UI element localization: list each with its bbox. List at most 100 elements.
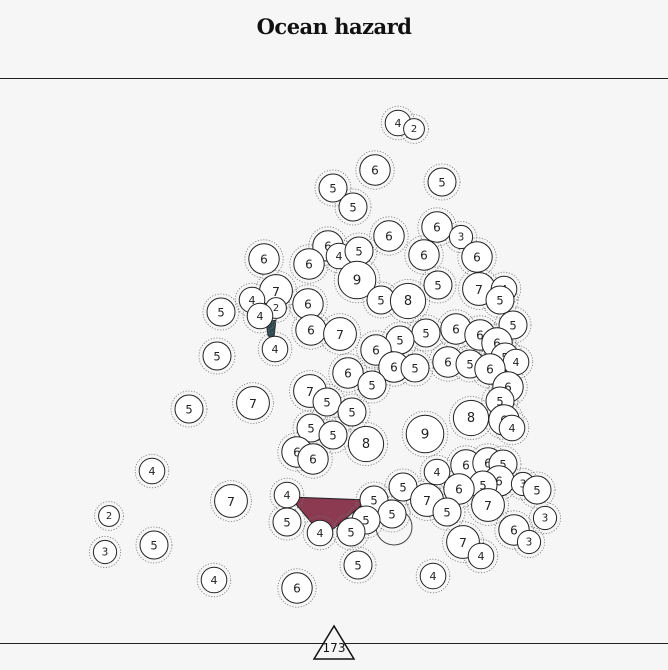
- bubble-circle[interactable]: [423, 458, 451, 486]
- bubble-node[interactable]: 5: [411, 318, 441, 348]
- bubble-circle[interactable]: [92, 539, 118, 565]
- bubble-circle[interactable]: [337, 260, 377, 300]
- bubble-node[interactable]: 5: [522, 475, 552, 505]
- bubble-node[interactable]: 5: [377, 499, 407, 529]
- bubble-node[interactable]: 5: [427, 167, 457, 197]
- bubble-node[interactable]: 7: [236, 386, 270, 420]
- bubble-circle[interactable]: [427, 167, 457, 197]
- bubble-circle[interactable]: [318, 420, 348, 450]
- bubble-circle[interactable]: [423, 270, 453, 300]
- bubble-node[interactable]: 4: [502, 348, 530, 376]
- bubble-circle[interactable]: [337, 397, 367, 427]
- bubble-node[interactable]: 5: [485, 285, 515, 315]
- bubble-circle[interactable]: [467, 542, 495, 570]
- bubble-node[interactable]: 5: [296, 413, 326, 443]
- bubble-node[interactable]: 6: [297, 443, 329, 475]
- page-marker[interactable]: 173: [312, 624, 356, 660]
- bubble-circle[interactable]: [306, 519, 334, 547]
- bubble-node[interactable]: 9: [337, 260, 377, 300]
- bubble-circle[interactable]: [373, 220, 405, 252]
- bubble-circle[interactable]: [400, 353, 430, 383]
- bubble-circle[interactable]: [98, 505, 120, 527]
- bubble-circle[interactable]: [332, 357, 364, 389]
- bubble-node[interactable]: 5: [174, 394, 204, 424]
- bubble-circle[interactable]: [200, 566, 228, 594]
- bubble-node[interactable]: 6: [373, 220, 405, 252]
- bubble-circle[interactable]: [312, 387, 342, 417]
- bubble-node[interactable]: 6: [292, 288, 324, 320]
- bubble-node[interactable]: 4: [419, 562, 447, 590]
- bubble-circle[interactable]: [532, 505, 558, 531]
- bubble-node[interactable]: 5: [400, 353, 430, 383]
- bubble-circle[interactable]: [318, 173, 348, 203]
- bubble-circle[interactable]: [246, 302, 274, 330]
- bubble-node[interactable]: 4: [273, 481, 301, 509]
- bubble-circle[interactable]: [214, 484, 248, 518]
- bubble-node[interactable]: 3: [92, 539, 118, 565]
- bubble-circle[interactable]: [432, 497, 462, 527]
- bubble-circle[interactable]: [485, 285, 515, 315]
- bubble-circle[interactable]: [471, 488, 505, 522]
- bubble-circle[interactable]: [338, 192, 368, 222]
- bubble-circle[interactable]: [419, 562, 447, 590]
- bubble-circle[interactable]: [357, 370, 387, 400]
- bubble-circle[interactable]: [448, 224, 474, 250]
- bubble-circle[interactable]: [359, 154, 391, 186]
- bubble-node[interactable]: 7: [323, 317, 357, 351]
- bubble-node[interactable]: 5: [336, 517, 366, 547]
- bubble-circle[interactable]: [405, 414, 445, 454]
- bubble-node[interactable]: 4: [306, 519, 334, 547]
- bubble-circle[interactable]: [236, 386, 270, 420]
- bubble-node[interactable]: 6: [295, 314, 327, 346]
- bubble-node[interactable]: 3: [516, 529, 542, 555]
- bubble-node[interactable]: 5: [343, 550, 373, 580]
- bubble-circle[interactable]: [138, 457, 166, 485]
- bubble-circle[interactable]: [174, 394, 204, 424]
- bubble-circle[interactable]: [206, 297, 236, 327]
- bubble-node[interactable]: 4: [423, 458, 451, 486]
- bubble-node[interactable]: 5: [423, 270, 453, 300]
- bubble-node[interactable]: 6: [248, 243, 280, 275]
- bubble-node[interactable]: 5: [337, 397, 367, 427]
- bubble-node[interactable]: 4: [138, 457, 166, 485]
- bubble-node[interactable]: 4: [246, 302, 274, 330]
- bubble-node[interactable]: 7: [471, 488, 505, 522]
- bubble-circle[interactable]: [139, 530, 169, 560]
- bubble-node[interactable]: 5: [312, 387, 342, 417]
- bubble-node[interactable]: 6: [408, 239, 440, 271]
- bubble-node[interactable]: 6: [443, 473, 475, 505]
- bubble-node[interactable]: 5: [344, 236, 374, 266]
- bubble-node[interactable]: 6: [461, 241, 493, 273]
- bubble-node[interactable]: 4: [467, 542, 495, 570]
- bubble-circle[interactable]: [248, 243, 280, 275]
- bubble-circle[interactable]: [272, 507, 302, 537]
- bubble-circle[interactable]: [297, 443, 329, 475]
- bubble-circle[interactable]: [389, 282, 427, 320]
- bubble-node[interactable]: 4: [498, 414, 526, 442]
- bubble-node[interactable]: 4: [200, 566, 228, 594]
- bubble-node[interactable]: 5: [272, 507, 302, 537]
- bubble-circle[interactable]: [343, 550, 373, 580]
- bubble-circle[interactable]: [281, 572, 313, 604]
- bubble-node[interactable]: 8: [347, 425, 385, 463]
- bubble-node[interactable]: 2: [98, 505, 120, 527]
- bubble-node[interactable]: 8: [452, 399, 490, 437]
- bubble-circle[interactable]: [261, 335, 289, 363]
- bubble-node[interactable]: 7: [214, 484, 248, 518]
- bubble-node[interactable]: 8: [389, 282, 427, 320]
- bubble-circle[interactable]: [336, 517, 366, 547]
- bubble-node[interactable]: 5: [139, 530, 169, 560]
- bubble-circle[interactable]: [323, 317, 357, 351]
- bubble-node[interactable]: 9: [405, 414, 445, 454]
- bubble-node[interactable]: 6: [421, 211, 453, 243]
- bubble-circle[interactable]: [498, 414, 526, 442]
- bubble-node[interactable]: 6: [293, 248, 325, 280]
- bubble-circle[interactable]: [522, 475, 552, 505]
- bubble-circle[interactable]: [347, 425, 385, 463]
- bubble-node[interactable]: 3: [448, 224, 474, 250]
- page-triangle[interactable]: [312, 624, 356, 660]
- bubble-node[interactable]: 5: [202, 341, 232, 371]
- bubble-node[interactable]: 5: [318, 420, 348, 450]
- bubble-node[interactable]: 6: [359, 154, 391, 186]
- bubble-circle[interactable]: [408, 239, 440, 271]
